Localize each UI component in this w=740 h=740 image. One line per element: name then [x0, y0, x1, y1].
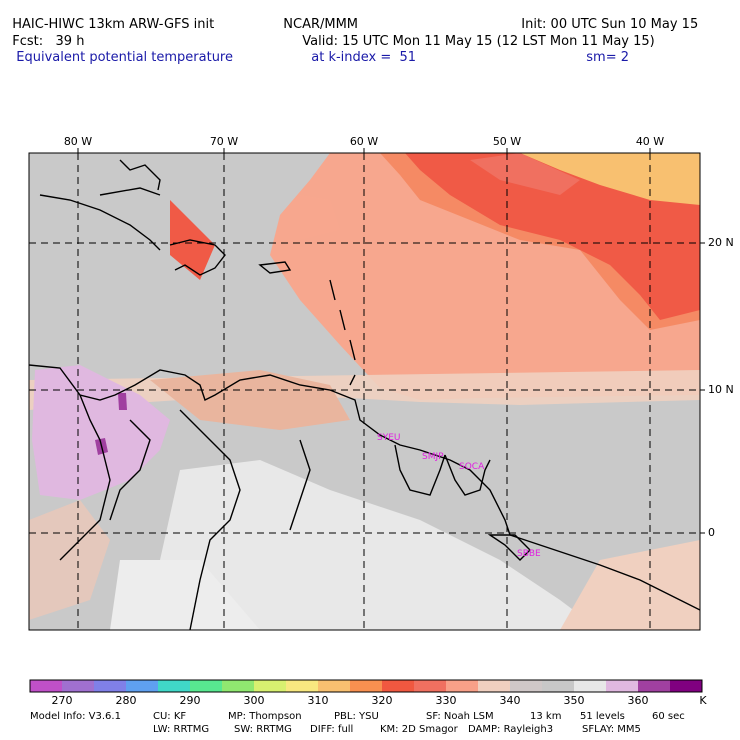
colorbar-swatch	[286, 680, 319, 692]
footer-sflay: SFLAY: MM5	[582, 724, 641, 735]
colorbar-swatch	[30, 680, 63, 692]
colorbar-unit: K	[699, 694, 707, 707]
colorbar-frame	[29, 679, 703, 693]
coastlines	[29, 159, 700, 630]
colorbar	[29, 679, 703, 693]
footer-diffusion: DIFF: full	[310, 724, 354, 735]
init-time: Init: 00 UTC Sun 10 May 15	[521, 17, 699, 32]
footer-cumulus: CU: KF	[153, 711, 187, 722]
colorbar-label-280: 280	[115, 694, 137, 707]
station-label-soca: SOCA	[459, 462, 485, 472]
field-name: Equivalent potential temperature	[16, 50, 233, 65]
colorbar-label-340: 340	[499, 694, 521, 707]
tick-marks	[77, 148, 705, 534]
org-label: NCAR/MMM	[283, 17, 359, 32]
station-label-sbbe: SBBE	[517, 549, 541, 559]
colorbar-swatch	[638, 680, 671, 692]
valid-time: Valid: 15 UTC Mon 11 May 15 (12 LST Mon …	[302, 34, 655, 49]
colorbar-swatch	[414, 680, 447, 692]
colorbar-swatch	[510, 680, 543, 692]
colorbar-swatch	[222, 680, 255, 692]
colorbar-swatch	[158, 680, 191, 692]
forecast-hour: Fcst: 39 h	[12, 34, 85, 49]
lon-label-50w: 50 W	[492, 135, 522, 148]
lon-label-60w: 60 W	[349, 135, 379, 148]
model-title: HAIC-HIWC 13km ARW-GFS init	[12, 17, 215, 32]
colorbar-swatch	[190, 680, 223, 692]
lon-label-80w: 80 W	[63, 135, 93, 148]
footer-timestep: 60 sec	[652, 711, 685, 722]
lon-label-40w: 40 W	[635, 135, 665, 148]
colorbar-swatch	[126, 680, 159, 692]
colorbar-label-320: 320	[371, 694, 393, 707]
footer-microphysics: MP: Thompson	[228, 711, 302, 722]
lat-label-10n: 10 N	[708, 383, 734, 396]
colorbar-swatch	[94, 680, 127, 692]
colorbar-label-360: 360	[627, 694, 649, 707]
colorbar-swatch	[478, 680, 511, 692]
footer-longwave: LW: RRTMG	[153, 724, 210, 735]
colorbar-swatch	[318, 680, 351, 692]
colorbar-swatch	[382, 680, 415, 692]
colorbar-swatch	[670, 680, 703, 692]
footer-levels: 51 levels	[580, 711, 625, 722]
smoothing-label: sm= 2	[586, 50, 629, 65]
station-label-smjp: SMJP	[422, 452, 444, 462]
footer-model-info: Model Info: V3.6.1	[30, 711, 121, 722]
colorbar-label-350: 350	[563, 694, 585, 707]
colorbar-swatch	[350, 680, 383, 692]
colorbar-label-300: 300	[243, 694, 265, 707]
footer-resolution: 13 km	[530, 711, 562, 722]
colorbar-swatch	[446, 680, 479, 692]
colorbar-swatch	[606, 680, 639, 692]
colorbar-swatch	[254, 680, 287, 692]
colorbar-label-330: 330	[435, 694, 457, 707]
colorbar-label-270: 270	[51, 694, 73, 707]
footer-pbl: PBL: YSU	[334, 711, 379, 722]
lon-label-70w: 70 W	[209, 135, 239, 148]
colorbar-swatch	[62, 680, 95, 692]
footer-shortwave: SW: RRTMG	[234, 724, 292, 735]
colorbar-label-290: 290	[179, 694, 201, 707]
level-label: at k-index = 51	[311, 50, 417, 65]
lat-label-20n: 20 N	[708, 236, 734, 249]
graticule	[29, 153, 700, 630]
lat-label-equator: 0	[708, 526, 715, 539]
colorbar-swatch	[574, 680, 607, 692]
colorbar-swatch	[542, 680, 575, 692]
footer-km: KM: 2D Smagor	[380, 724, 458, 735]
colorbar-label-310: 310	[307, 694, 329, 707]
footer-damp: DAMP: Rayleigh3	[468, 724, 554, 735]
footer-surface: SF: Noah LSM	[426, 711, 494, 722]
station-label-syeu: SYEU	[377, 433, 400, 443]
